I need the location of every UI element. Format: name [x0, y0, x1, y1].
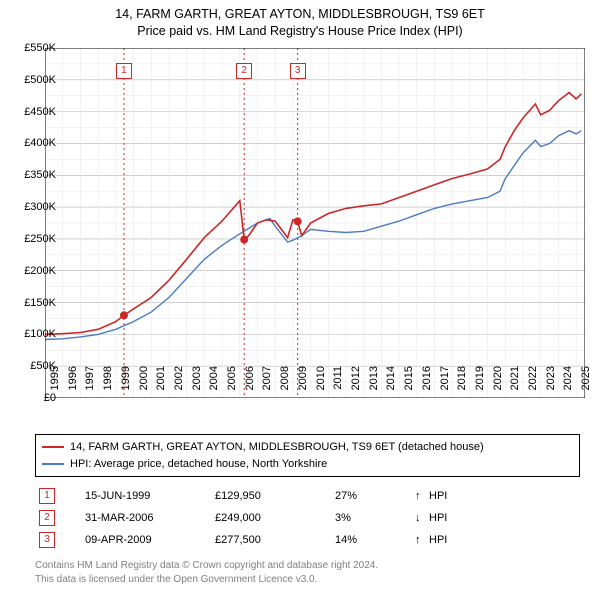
- transaction-marker: 3: [39, 532, 55, 548]
- footnote: Contains HM Land Registry data © Crown c…: [35, 559, 580, 586]
- x-tick-label: 1995: [49, 366, 61, 402]
- x-tick-label: 2013: [368, 366, 380, 402]
- x-tick-label: 2014: [385, 366, 397, 402]
- transaction-date: 15-JUN-1999: [85, 490, 215, 502]
- x-tick-label: 2004: [208, 366, 220, 402]
- x-tick-label: 1998: [102, 366, 114, 402]
- x-tick-label: 1999: [120, 366, 132, 402]
- transaction-ref: HPI: [429, 512, 469, 524]
- x-tick-label: 2025: [580, 366, 592, 402]
- y-tick-label: £400K: [8, 137, 56, 149]
- x-tick-label: 2002: [173, 366, 185, 402]
- x-tick-label: 2016: [421, 366, 433, 402]
- x-tick-label: 2008: [279, 366, 291, 402]
- legend-label: HPI: Average price, detached house, Nort…: [70, 456, 327, 473]
- transaction-row: 1 15-JUN-1999£129,95027%↑HPI: [35, 485, 580, 507]
- transaction-arrow-icon: ↓: [415, 512, 429, 524]
- x-tick-label: 1996: [67, 366, 79, 402]
- plot-svg: [45, 48, 585, 398]
- legend-box: 14, FARM GARTH, GREAT AYTON, MIDDLESBROU…: [35, 434, 580, 477]
- y-tick-label: £500K: [8, 74, 56, 86]
- x-tick-label: 2007: [261, 366, 273, 402]
- x-tick-label: 2011: [332, 366, 344, 402]
- x-tick-label: 2021: [509, 366, 521, 402]
- y-tick-label: £450K: [8, 106, 56, 118]
- title-subtitle: Price paid vs. HM Land Registry's House …: [0, 23, 600, 40]
- x-tick-label: 2010: [315, 366, 327, 402]
- footnote-line2: This data is licensed under the Open Gov…: [35, 573, 580, 587]
- transaction-delta: 3%: [335, 512, 415, 524]
- chart-marker-box: 3: [290, 63, 306, 79]
- y-tick-label: £550K: [8, 42, 56, 54]
- x-tick-label: 2022: [527, 366, 539, 402]
- chart-area: 1 2 3: [45, 48, 585, 398]
- transaction-row: 3 09-APR-2009£277,50014%↑HPI: [35, 529, 580, 551]
- x-tick-label: 2001: [155, 366, 167, 402]
- chart-marker-box: 2: [236, 63, 252, 79]
- x-tick-label: 2020: [492, 366, 504, 402]
- x-tick-label: 2019: [474, 366, 486, 402]
- footnote-line1: Contains HM Land Registry data © Crown c…: [35, 559, 580, 573]
- legend-label: 14, FARM GARTH, GREAT AYTON, MIDDLESBROU…: [70, 439, 484, 456]
- x-tick-label: 2018: [456, 366, 468, 402]
- chart-container: 14, FARM GARTH, GREAT AYTON, MIDDLESBROU…: [0, 0, 600, 590]
- legend-swatch: [42, 463, 64, 465]
- transaction-ref: HPI: [429, 534, 469, 546]
- x-tick-label: 2009: [297, 366, 309, 402]
- transaction-delta: 14%: [335, 534, 415, 546]
- y-tick-label: £200K: [8, 265, 56, 277]
- x-tick-label: 2000: [138, 366, 150, 402]
- x-tick-label: 2006: [244, 366, 256, 402]
- x-tick-label: 2015: [403, 366, 415, 402]
- transaction-table: 115-JUN-1999£129,95027%↑HPI231-MAR-2006£…: [35, 485, 580, 551]
- transaction-arrow-icon: ↑: [415, 490, 429, 502]
- chart-marker-box: 1: [116, 63, 132, 79]
- x-tick-label: 2024: [562, 366, 574, 402]
- title-block: 14, FARM GARTH, GREAT AYTON, MIDDLESBROU…: [0, 0, 600, 40]
- transaction-price: £129,950: [215, 490, 335, 502]
- transaction-delta: 27%: [335, 490, 415, 502]
- transaction-date: 31-MAR-2006: [85, 512, 215, 524]
- title-address: 14, FARM GARTH, GREAT AYTON, MIDDLESBROU…: [0, 6, 600, 23]
- transaction-arrow-icon: ↑: [415, 534, 429, 546]
- y-tick-label: £150K: [8, 297, 56, 309]
- transaction-ref: HPI: [429, 490, 469, 502]
- x-tick-label: 2003: [191, 366, 203, 402]
- legend-swatch: [42, 446, 64, 448]
- transaction-price: £249,000: [215, 512, 335, 524]
- transaction-price: £277,500: [215, 534, 335, 546]
- transaction-date: 09-APR-2009: [85, 534, 215, 546]
- x-tick-label: 2005: [226, 366, 238, 402]
- transaction-marker: 2: [39, 510, 55, 526]
- y-tick-label: £250K: [8, 233, 56, 245]
- x-tick-label: 2012: [350, 366, 362, 402]
- x-tick-label: 2023: [545, 366, 557, 402]
- y-tick-label: £350K: [8, 169, 56, 181]
- x-tick-label: 1997: [84, 366, 96, 402]
- legend-row: HPI: Average price, detached house, Nort…: [42, 456, 573, 473]
- y-tick-label: £300K: [8, 201, 56, 213]
- transaction-marker: 1: [39, 488, 55, 504]
- transaction-row: 2 31-MAR-2006£249,0003%↓HPI: [35, 507, 580, 529]
- y-tick-label: £100K: [8, 328, 56, 340]
- bottom-panel: 14, FARM GARTH, GREAT AYTON, MIDDLESBROU…: [35, 434, 580, 586]
- legend-row: 14, FARM GARTH, GREAT AYTON, MIDDLESBROU…: [42, 439, 573, 456]
- x-tick-label: 2017: [439, 366, 451, 402]
